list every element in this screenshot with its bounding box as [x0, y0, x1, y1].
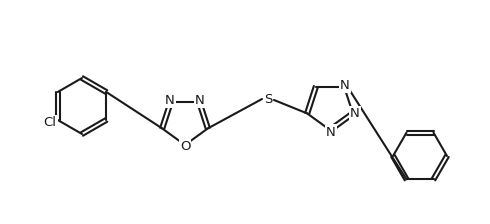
Text: N: N	[350, 107, 360, 120]
Text: O: O	[180, 140, 190, 153]
Text: S: S	[264, 93, 272, 106]
Text: N: N	[195, 94, 205, 107]
Text: N: N	[165, 94, 175, 107]
Text: N: N	[340, 79, 350, 92]
Text: Cl: Cl	[44, 116, 56, 129]
Text: N: N	[326, 125, 336, 138]
